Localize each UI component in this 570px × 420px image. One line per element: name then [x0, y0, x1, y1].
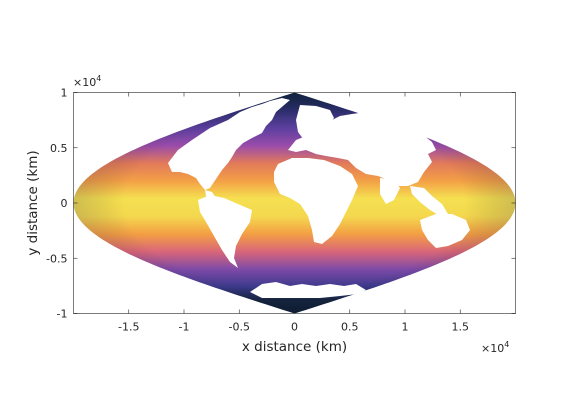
- x-tick-label: 0.5: [341, 321, 359, 334]
- y-tick-label: 0.5: [50, 142, 68, 155]
- x-exponent-label: ×104: [481, 340, 509, 355]
- africa-landmass: [274, 158, 358, 244]
- x-tick-label: -1: [179, 321, 190, 334]
- australia-landmass: [420, 214, 470, 248]
- north-america-landmass: [168, 98, 290, 190]
- y-tick-label: -0.5: [46, 252, 67, 265]
- south-america-landmass: [198, 195, 252, 268]
- x-tick-label: 0: [291, 321, 298, 334]
- y-axis-label: y distance (km): [25, 150, 41, 255]
- eurasia-landmass: [288, 112, 436, 186]
- x-tick-label: -0.5: [229, 321, 250, 334]
- y-tick-label: -1: [57, 308, 68, 321]
- x-axis-label: x distance (km): [242, 339, 347, 355]
- southeast-asia-landmass: [410, 186, 448, 216]
- x-axis-ticks: -1.5 -1 -0.5 0 0.5 1 1.5: [118, 92, 470, 334]
- greenland-landmass: [296, 105, 334, 140]
- y-tick-label: 1: [61, 87, 68, 100]
- x-tick-label: 1: [402, 321, 409, 334]
- x-tick-label: -1.5: [118, 321, 139, 334]
- map-layer: [73, 92, 516, 314]
- land-masses: [168, 98, 470, 298]
- y-tick-label: 0: [61, 197, 68, 210]
- y-axis-ticks: -1 -0.5 0 0.5 1: [46, 87, 516, 321]
- y-exponent-label: ×104: [73, 74, 101, 89]
- antarctica-landmass: [250, 282, 366, 298]
- india-landmass: [380, 178, 400, 204]
- ocean-edge-shade: [73, 92, 516, 314]
- x-tick-label: 1.5: [452, 321, 470, 334]
